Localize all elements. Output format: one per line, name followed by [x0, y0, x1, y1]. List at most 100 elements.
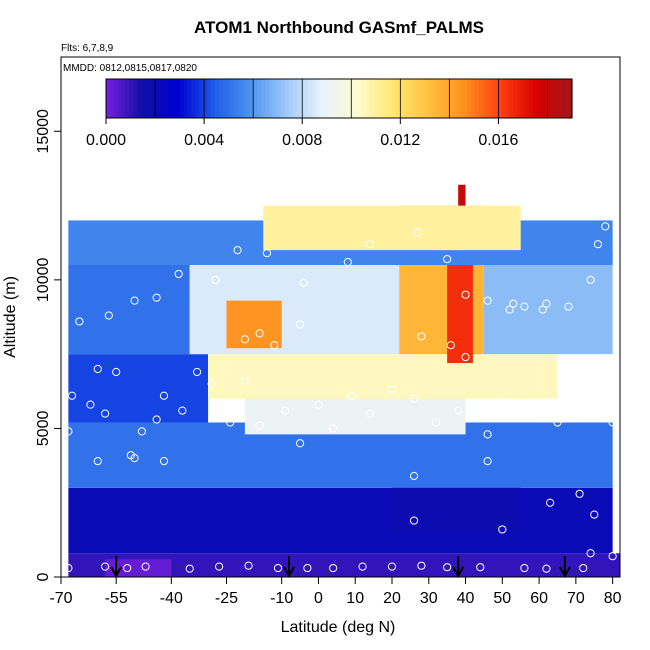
colorbar-segment — [133, 79, 138, 118]
colorbar-segment — [478, 79, 484, 118]
colorbar-segment — [350, 79, 356, 118]
heatmap-cell — [68, 487, 613, 554]
heatmap-cell — [263, 205, 521, 251]
heatmap-cell — [189, 265, 411, 355]
colorbar-segment — [428, 79, 433, 118]
sample-point — [101, 562, 110, 571]
sample-point — [586, 397, 595, 406]
colorbar-segment — [179, 79, 185, 118]
colorbar-segment — [191, 79, 196, 118]
colorbar-segment — [339, 79, 344, 118]
sample-point — [413, 228, 422, 237]
sample-point — [461, 353, 470, 362]
colorbar-segment — [117, 79, 123, 118]
colorbar-segment — [366, 79, 371, 118]
colorbar-segment — [265, 79, 270, 118]
sample-point — [575, 489, 584, 498]
colorbar-segment — [533, 79, 538, 118]
x-tick-label: 0 — [314, 590, 323, 607]
colorbar-segment — [463, 79, 468, 118]
sample-point — [295, 320, 305, 329]
colorbar-segment — [164, 79, 169, 118]
colorbar-segment — [121, 79, 127, 118]
sample-point — [233, 246, 242, 255]
colorbar-segment — [234, 79, 239, 118]
sample-point — [123, 563, 132, 573]
sample-point — [314, 400, 323, 409]
colorbar-segment — [249, 79, 255, 118]
heatmap-cell — [68, 553, 620, 577]
colorbar-segment — [568, 79, 573, 118]
x-tick-label: 10 — [346, 590, 364, 607]
colorbar-segment — [354, 79, 360, 118]
sample-point — [226, 418, 235, 427]
sample-point — [483, 296, 492, 305]
sample-point — [579, 563, 588, 573]
colorbar-tick-label: 0.004 — [184, 132, 224, 149]
colorbar-segment — [156, 79, 161, 118]
sample-point — [593, 240, 603, 249]
sample-point — [281, 406, 290, 415]
colorbar-segment — [443, 79, 449, 118]
colorbar-segment — [125, 79, 130, 118]
colorbar-segment — [113, 79, 119, 118]
sample-point — [75, 317, 84, 326]
colorbar-segment — [564, 79, 569, 118]
colorbar: 0.000 0.004 0.008 0.012 0.016 — [86, 78, 573, 149]
sample-point — [255, 421, 264, 430]
sample-point — [542, 564, 551, 573]
colorbar-segment — [137, 79, 142, 118]
colorbar-segment — [362, 79, 367, 118]
sample-point — [240, 335, 249, 344]
sample-point — [483, 430, 492, 439]
sample-point — [159, 457, 169, 466]
colorbar-segment — [319, 79, 325, 118]
sample-point — [303, 563, 312, 573]
colorbar-segment — [323, 79, 328, 118]
sample-point — [130, 296, 139, 305]
sample-point — [329, 563, 338, 573]
colorbar-segment — [288, 79, 293, 118]
heatmap-cell — [68, 354, 209, 423]
colorbar-segment — [280, 79, 286, 118]
colorbar-segment — [471, 79, 476, 118]
sample-point — [64, 427, 73, 436]
colorbar-segment — [296, 79, 301, 118]
colorbar-segment — [276, 79, 282, 118]
heatmap-regions — [68, 184, 620, 577]
sample-point — [104, 311, 113, 320]
mmdd-annotation: MMDD: 0812,0815,0817,0820 — [63, 63, 197, 74]
colorbar-segment — [342, 79, 348, 118]
colorbar-segment — [548, 79, 554, 118]
colorbar-segment — [203, 79, 208, 118]
colorbar-segment — [304, 79, 309, 118]
colorbar-segment — [552, 79, 558, 118]
colorbar-segment — [405, 79, 410, 118]
sample-point — [553, 418, 562, 427]
sample-point — [608, 418, 617, 427]
x-tick-label: 30 — [420, 590, 438, 607]
x-tick-label: -40 — [160, 590, 183, 607]
colorbar-segment — [168, 79, 173, 118]
colorbar-segment — [385, 79, 391, 118]
sample-point — [527, 412, 536, 421]
colorbar-segment — [175, 79, 181, 118]
sample-point — [601, 391, 610, 400]
colorbar-segment — [494, 79, 499, 118]
colorbar-segment — [187, 79, 193, 118]
colorbar-segment — [292, 79, 297, 118]
sample-point — [590, 510, 599, 519]
colorbar-segment — [307, 79, 313, 118]
sample-point — [211, 275, 220, 284]
colorbar-segment — [505, 79, 511, 118]
colorbar-tick-label: 0.000 — [86, 132, 126, 149]
sample-point — [343, 257, 352, 267]
x-tick-label: 60 — [530, 590, 548, 607]
heatmap-cell — [226, 300, 282, 349]
sample-point — [417, 561, 426, 570]
sample-point — [329, 424, 338, 433]
colorbar-segment — [238, 79, 243, 118]
colorbar-segment — [393, 79, 398, 118]
x-tick-label: -70 — [49, 590, 72, 607]
heatmap-cell — [208, 354, 558, 399]
